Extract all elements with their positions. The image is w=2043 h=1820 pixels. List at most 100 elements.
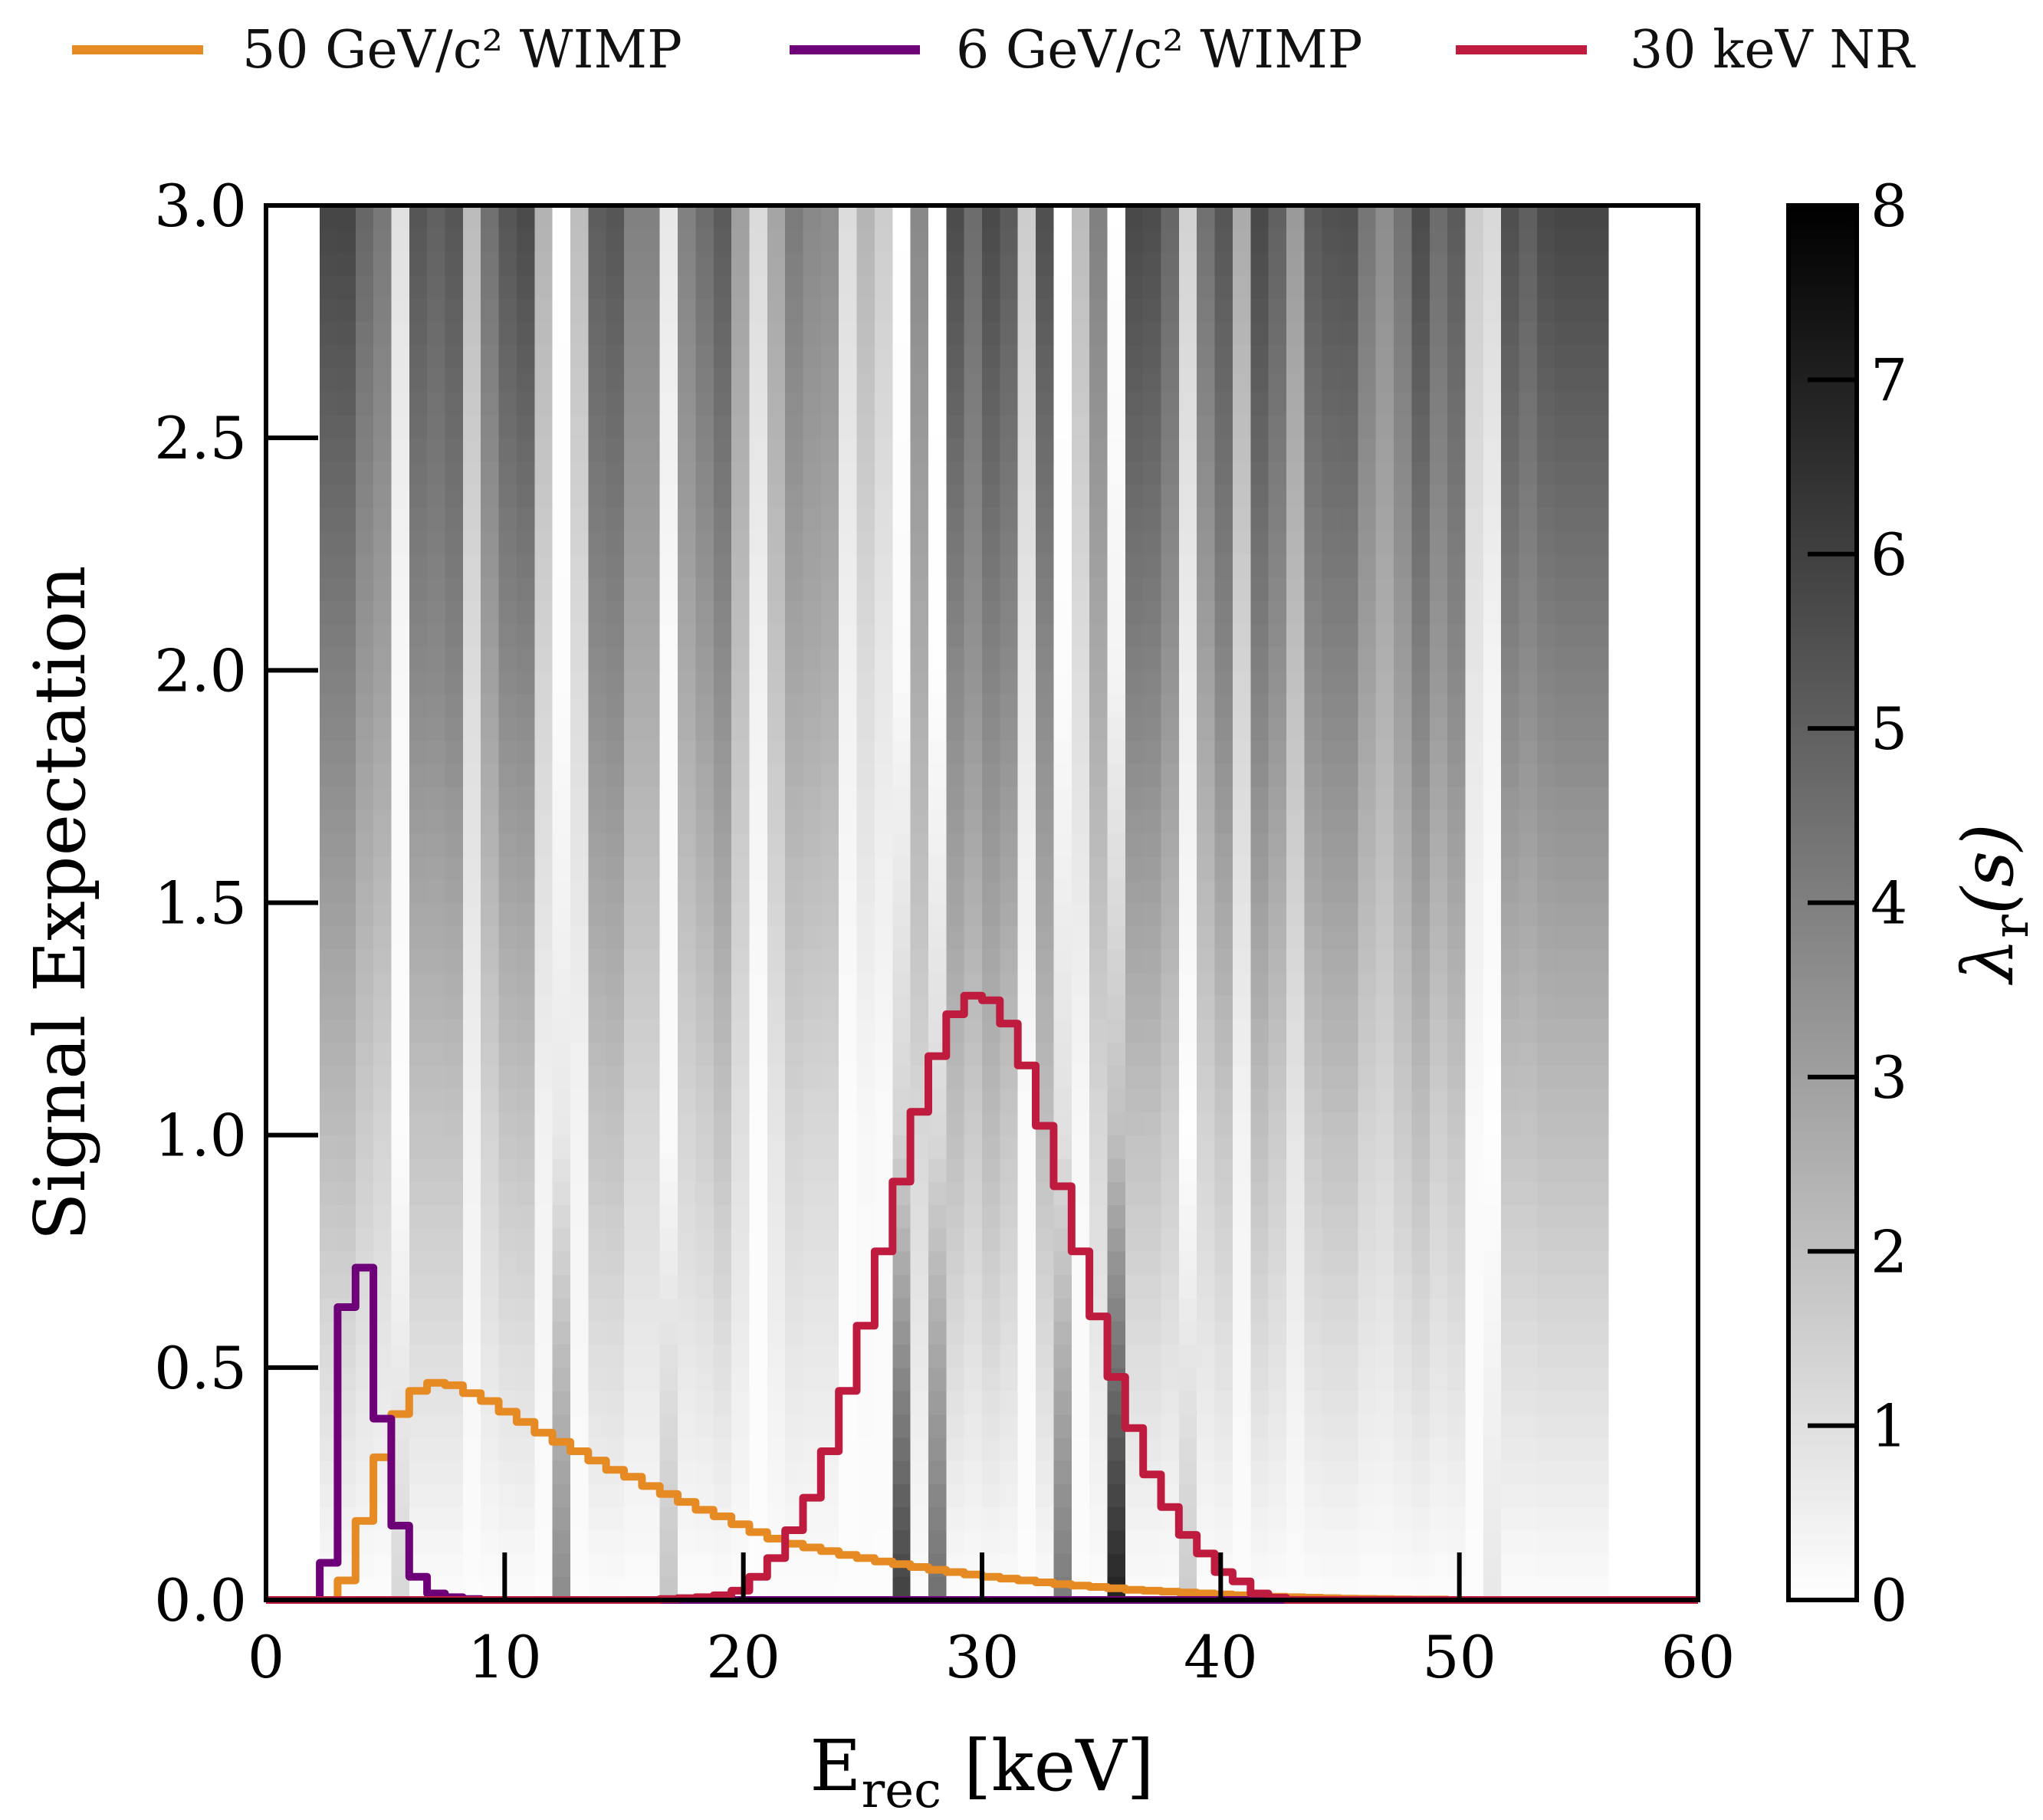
heatmap-cell (624, 1065, 642, 1089)
heatmap-cell (659, 414, 678, 439)
heatmap-cell (570, 763, 589, 787)
heatmap-cell (964, 251, 983, 276)
heatmap-cell (659, 670, 678, 695)
heatmap-cell (785, 1321, 803, 1345)
heatmap-cell (642, 1391, 661, 1414)
heatmap-cell (892, 205, 911, 229)
heatmap-cell (659, 949, 678, 973)
heatmap-cell (1232, 368, 1251, 392)
heatmap-cell (1036, 205, 1054, 229)
heatmap-cell (1340, 1576, 1358, 1601)
heatmap-cell (1429, 693, 1448, 718)
heatmap-cell (1304, 1251, 1323, 1276)
heatmap-cell (892, 391, 911, 416)
heatmap-cell (964, 763, 983, 787)
heatmap-cell (1161, 391, 1180, 416)
heatmap-cell (1322, 763, 1341, 787)
heatmap-cell (498, 1251, 517, 1276)
heatmap-cell (391, 298, 410, 323)
heatmap-cell (588, 856, 607, 880)
heatmap-cell (1483, 1437, 1502, 1461)
heatmap-cell (856, 414, 875, 439)
heatmap-cell (552, 717, 571, 741)
heatmap-cell (874, 740, 893, 764)
heatmap-cell (892, 1437, 911, 1461)
heatmap-cell (1501, 508, 1519, 531)
heatmap-cell (856, 1297, 875, 1322)
heatmap-cell (1089, 833, 1108, 857)
heatmap-cell (1000, 1065, 1019, 1089)
heatmap-cell (1125, 274, 1144, 299)
heatmap-cell (982, 228, 1000, 253)
heatmap-cell (1340, 344, 1358, 369)
heatmap-cell (1447, 461, 1466, 485)
heatmap-cell (1411, 438, 1430, 462)
heatmap-cell (1411, 833, 1430, 857)
heatmap-cell (481, 484, 499, 508)
heatmap-cell (1232, 274, 1251, 299)
heatmap-cell (695, 508, 714, 531)
heatmap-cell (624, 1042, 642, 1066)
heatmap-cell (1017, 763, 1036, 787)
heatmap-cell (856, 391, 875, 416)
heatmap-cell (1429, 856, 1448, 880)
heatmap-cell (1089, 1251, 1108, 1276)
heatmap-cell (1394, 1576, 1412, 1601)
heatmap-cell (1268, 833, 1287, 857)
heatmap-cell (552, 251, 571, 276)
heatmap-cell (427, 856, 445, 880)
heatmap-cell (1250, 1274, 1269, 1299)
heatmap-cell (678, 1089, 696, 1112)
heatmap-cell (749, 1135, 768, 1159)
heatmap-cell (427, 344, 445, 369)
heatmap-cell (1304, 484, 1323, 508)
heatmap-cell (409, 1553, 428, 1578)
heatmap-cell (1519, 1089, 1538, 1112)
heatmap-cell (409, 763, 428, 787)
heatmap-cell (391, 786, 410, 810)
heatmap-cell (1340, 995, 1358, 1020)
heatmap-cell (767, 1251, 786, 1276)
heatmap-cell (427, 554, 445, 578)
heatmap-cell (767, 298, 786, 323)
heatmap-cell (982, 344, 1000, 369)
heatmap-cell (731, 1483, 750, 1508)
heatmap-cell (1375, 1042, 1394, 1066)
heatmap-cell (1017, 344, 1036, 369)
heatmap-cell (1250, 902, 1269, 927)
heatmap-cell (570, 1460, 589, 1484)
heatmap-cell (839, 647, 857, 671)
heatmap-cell (1572, 1576, 1591, 1601)
heatmap-cell (516, 600, 535, 625)
heatmap-cell (892, 949, 911, 973)
heatmap-cell (1143, 274, 1161, 299)
heatmap-cell (1197, 1344, 1215, 1368)
heatmap-cell (606, 298, 625, 323)
x-axis-label: Erec [keV] (810, 1725, 1154, 1819)
heatmap-cell (534, 1391, 553, 1414)
heatmap-cell (642, 1181, 661, 1206)
heatmap-cell (1089, 1506, 1108, 1531)
heatmap-cell (1555, 786, 1574, 810)
heatmap-cell (624, 1391, 642, 1414)
heatmap-cell (874, 368, 893, 392)
heatmap-cell (1358, 484, 1377, 508)
heatmap-cell (516, 531, 535, 555)
heatmap-cell (749, 368, 768, 392)
heatmap-cell (588, 1367, 607, 1391)
heatmap-cell (445, 1135, 464, 1159)
heatmap-cell (373, 740, 392, 764)
heatmap-cell (1536, 1019, 1555, 1043)
heatmap-cell (1590, 763, 1609, 787)
heatmap-cell (1340, 1135, 1358, 1159)
heatmap-cell (1483, 1135, 1502, 1159)
heatmap-cell (1017, 205, 1036, 229)
heatmap-cell (355, 1344, 374, 1368)
heatmap-cell (1000, 554, 1019, 578)
heatmap-cell (1017, 1344, 1036, 1368)
heatmap-cell (892, 1181, 911, 1206)
heatmap-cell (1089, 1135, 1108, 1159)
heatmap-cell (678, 902, 696, 927)
heatmap-cell (552, 1483, 571, 1508)
heatmap-cell (767, 763, 786, 787)
